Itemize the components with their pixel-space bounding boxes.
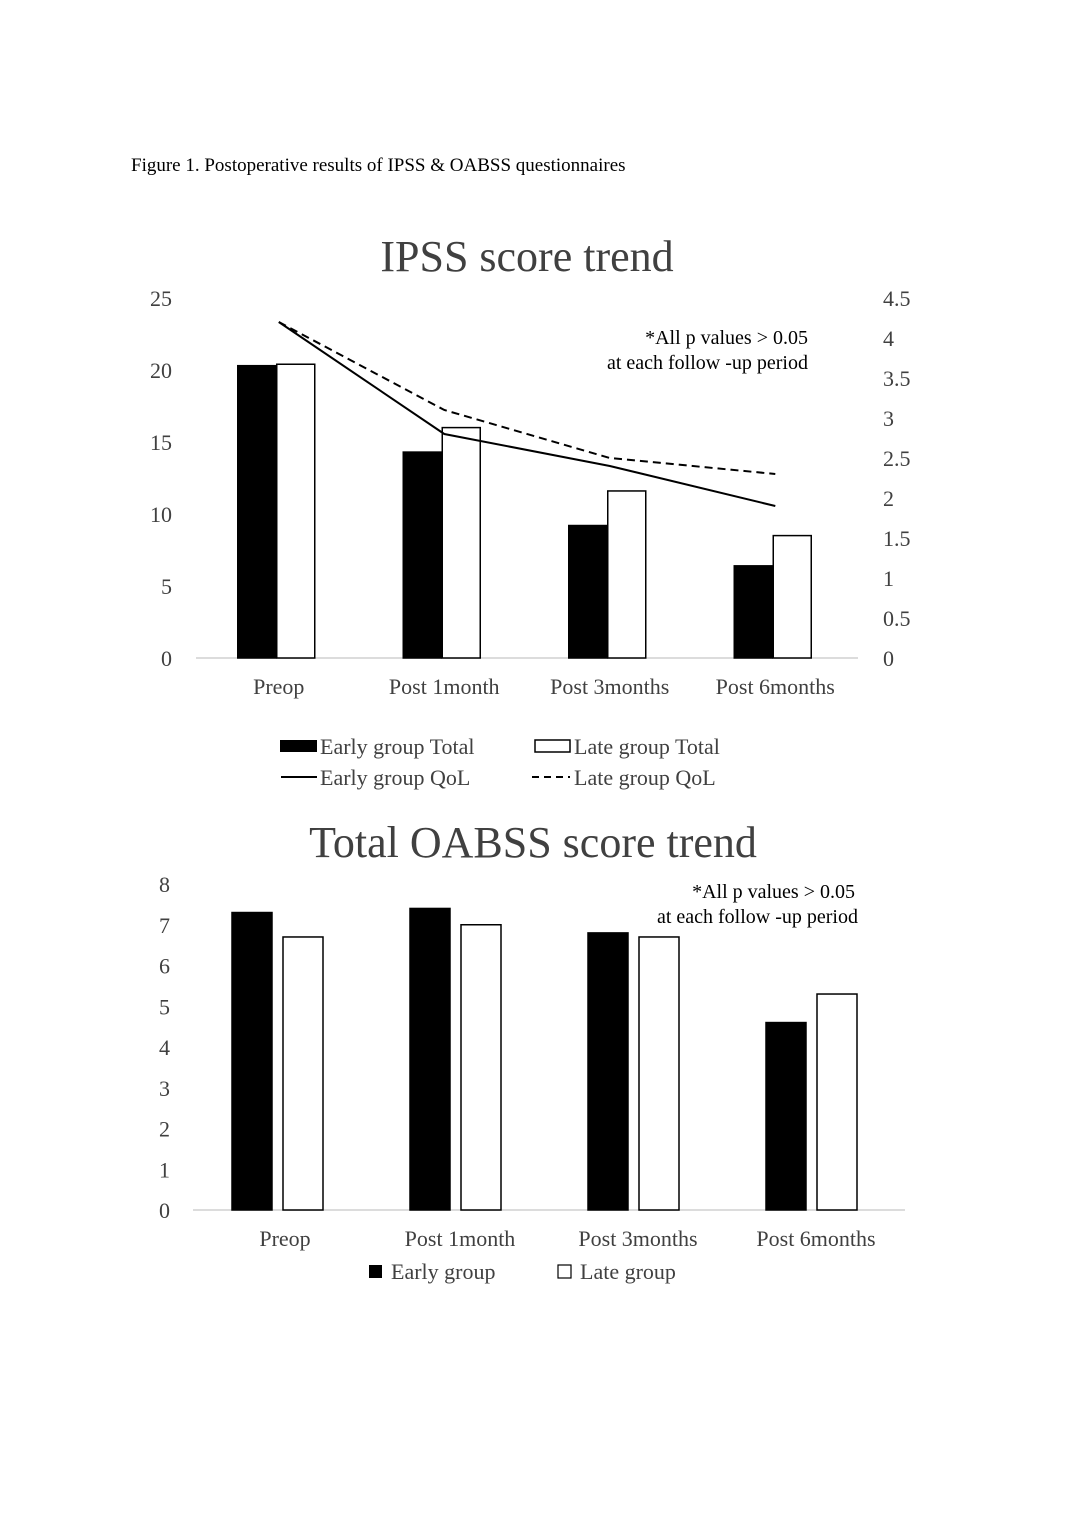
bar	[765, 1021, 807, 1211]
bar	[460, 924, 502, 1211]
y-tick-label: 15	[150, 430, 172, 455]
legend-label: Early group	[391, 1259, 495, 1284]
y-tick-label: 3	[159, 1076, 170, 1101]
bar	[409, 907, 451, 1211]
legend-label: Late group QoL	[574, 765, 716, 790]
y-tick-label: 8	[159, 872, 170, 897]
figure-caption: Figure 1. Postoperative results of IPSS …	[131, 155, 626, 176]
y-tick-label: 1	[159, 1157, 170, 1182]
bar	[231, 911, 273, 1211]
bar	[587, 932, 629, 1211]
legend: Early group Total Late group Total Early…	[280, 734, 720, 790]
y2-tick-label: 1.5	[883, 526, 911, 551]
y-tick-label: 25	[150, 286, 172, 311]
plot-area: 0 5 10 15 20 25 0 0.5 1 1.5 2 2.5 3 3.5 4 4.5 Preop Post …	[150, 286, 911, 699]
y2-tick-label: 3	[883, 406, 894, 431]
y2-tick-label: 0	[883, 646, 894, 671]
y-tick-label: 6	[159, 954, 170, 979]
y-tick-label: 20	[150, 358, 172, 383]
oabss-chart: Total OABSS score trend *All p values > …	[159, 818, 905, 1284]
y-tick-label: 0	[161, 646, 172, 671]
y-tick-label: 5	[159, 994, 170, 1019]
y2-tick-label: 2	[883, 486, 894, 511]
x-tick-label: Post 3months	[550, 674, 669, 699]
bar	[607, 490, 647, 659]
annotation-line: at each follow -up period	[607, 352, 808, 374]
legend-swatch	[369, 1265, 382, 1278]
bar	[402, 451, 442, 659]
y2-tick-label: 3.5	[883, 366, 911, 391]
legend-label: Early group Total	[320, 734, 474, 759]
legend: Early group Late group	[369, 1259, 676, 1284]
y2-tick-label: 4.5	[883, 286, 911, 311]
x-tick-label: Post 6months	[716, 674, 835, 699]
y-tick-label: 0	[159, 1198, 170, 1223]
bar	[237, 364, 277, 659]
chart-title: IPSS score trend	[380, 232, 673, 281]
bar	[276, 363, 316, 659]
series-line	[278, 321, 776, 475]
y-tick-label: 10	[150, 502, 172, 527]
y-tick-label: 2	[159, 1117, 170, 1142]
x-tick-label: Post 1month	[405, 1226, 516, 1251]
legend-label: Late group	[580, 1259, 676, 1284]
plot-area: 0 1 2 3 4 5 6 7 8 Preop Post 1month Post 3months Pos…	[159, 872, 905, 1251]
y2-tick-label: 2.5	[883, 446, 911, 471]
legend-swatch	[534, 739, 571, 753]
y2-tick-label: 4	[883, 326, 894, 351]
bar	[441, 426, 481, 659]
x-tick-label: Post 3months	[578, 1226, 697, 1251]
annotation-line: *All p values > 0.05	[692, 881, 855, 903]
bar	[772, 534, 812, 659]
x-tick-label: Preop	[253, 674, 304, 699]
y-tick-label: 7	[159, 913, 170, 938]
chart-title: Total OABSS score trend	[309, 818, 757, 867]
y2-tick-label: 0.5	[883, 606, 911, 631]
x-tick-label: Post 6months	[756, 1226, 875, 1251]
y-tick-label: 5	[161, 574, 172, 599]
legend-swatch	[280, 740, 317, 752]
series-line	[278, 321, 776, 507]
y2-tick-label: 1	[883, 566, 894, 591]
bar	[733, 565, 773, 659]
x-tick-label: Post 1month	[389, 674, 500, 699]
bar	[638, 936, 680, 1211]
annotation-line: at each follow -up period	[657, 906, 858, 928]
bar	[816, 993, 858, 1211]
legend-swatch	[557, 1264, 572, 1279]
x-tick-label: Preop	[259, 1226, 310, 1251]
bar	[568, 524, 608, 659]
legend-label: Late group Total	[574, 734, 720, 759]
annotation-line: *All p values > 0.05	[645, 327, 808, 349]
bar	[282, 936, 324, 1211]
ipss-chart: IPSS score trend *All p values > 0.05 at…	[150, 232, 911, 790]
y-tick-label: 4	[159, 1035, 170, 1060]
legend-label: Early group QoL	[320, 765, 470, 790]
